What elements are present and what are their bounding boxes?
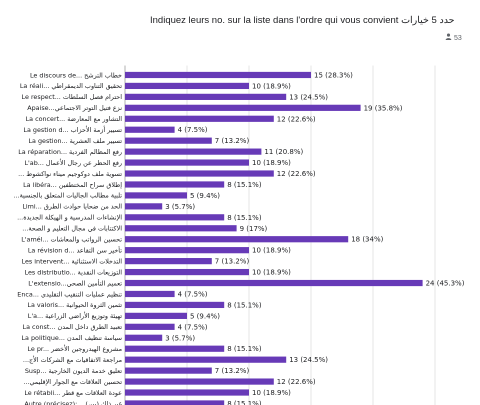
category-label: Les distributio... التوزيعات النقدية [25,268,123,276]
value-label: 8 (15.1%) [227,345,262,353]
bar [125,290,175,298]
category-label: La gestion d... تسيير أزمة الأحزاب [23,125,122,134]
category-label: Autre (précisez): ...غير ذلك (بين) [24,400,122,405]
value-label: 8 (15.1%) [227,301,262,309]
question-title: Indiquez leurs no. sur la liste dans l'o… [150,15,455,26]
category-label: L'a... تهيئة وتوزيع الأراضي الزراعية [28,311,122,320]
value-label: 13 (24.5%) [289,356,328,364]
value-label: 3 (5.7%) [165,334,195,342]
bar [125,378,274,385]
value-label: 12 (22.6%) [277,170,316,178]
value-label: 4 (7.5%) [178,290,208,298]
value-label: 9 (17%) [240,225,268,233]
person-icon [445,33,452,42]
value-label: 10 (18.9%) [252,269,291,277]
bar [125,367,212,374]
bar [125,247,249,254]
bar [125,389,249,396]
bar [125,137,212,144]
bar [125,400,225,405]
value-label: 10 (18.9%) [252,82,291,90]
value-label: 10 (18.9%) [252,389,291,397]
bar [125,214,225,221]
bar [125,82,249,90]
value-label: 19 (35.8%) [364,104,403,112]
bar [125,159,249,166]
value-label: 8 (15.1%) [227,400,262,405]
bar [125,115,274,122]
category-label: ...تلبية مطالب الجاليات المتعلق بالجنسية [13,192,122,200]
category-label: ...مراجعة الاتفاقيات مع الشركات الأج [23,355,122,364]
category-label: ...الاكتتابات في مجال التعليم و الصحة [22,225,122,233]
category-label: ... تسوية ملف دوكوجيم ميناء نواكشوط [18,170,122,178]
category-label: La const... تعبيد الطرق داخل المدن [23,323,123,331]
category-label: Le pr... مشروع الهيدروجين الأخضر [27,344,122,353]
bar [125,93,287,100]
value-label: 11 (20.8%) [264,148,303,156]
category-label: Susp... تعليق خدمة الديون الخارجية [25,367,122,375]
value-label: 24 (45.3%) [426,280,465,288]
category-label: La gestion... تسيير ملف العشرية [28,137,122,145]
category-label: ...تحسين العلاقات مع الجوار الإقليمي [23,378,122,386]
value-label: 8 (15.1%) [227,181,262,189]
bar [125,148,262,155]
bar [125,258,212,265]
category-label: L'extensio...تعميم التأمين الصحي [28,278,122,287]
category-label: La valoris... تثمين الثروة الحيوانية [27,301,122,309]
value-label: 15 (28.3%) [314,71,353,79]
value-label: 4 (7.5%) [178,323,208,331]
bar [125,279,423,287]
category-label: Le rétabli... عودة العلاقات مع قطر [24,389,122,397]
category-label: La concert... التشاور مع المعارضة [26,115,123,123]
bar [125,323,175,330]
category-label: ...الإنشاءات المدرسية و الهيكلة الجديدة [17,214,122,222]
value-label: 12 (22.6%) [277,378,316,386]
bar [125,192,187,199]
response-count: 53 [445,33,462,42]
value-label: 18 (34%) [351,236,383,244]
category-label: Limi... الحد من ضحايا حوادث الطرق [22,203,122,211]
category-label: La politique... سياسة تنظيف المدن [21,334,122,342]
bar [125,181,225,188]
bar [125,126,175,133]
category-label: La réparation... رفع المظالم الفردية [18,148,122,156]
value-label: 10 (18.9%) [252,247,291,255]
value-label: 8 (15.1%) [227,214,262,222]
category-label: Les intervent... التدخلات الاستثنائية [22,257,123,265]
bar [125,334,163,341]
category-label: Apaise...نزع فتيل التوتر الاجتماعي [27,104,122,112]
bar [125,225,237,232]
bar [125,312,187,319]
value-label: 7 (13.2%) [215,137,250,145]
bar [125,356,287,363]
value-label: 7 (13.2%) [215,367,250,375]
bar [125,301,225,309]
value-label: 4 (7.5%) [178,126,208,134]
bar [125,268,249,276]
value-label: 12 (22.6%) [277,115,316,123]
category-label: L'amél... تحسين الرواتب والمعاشات [21,236,122,244]
bar [125,71,311,79]
category-label: La révision d... تأخير سن التقاعد [28,245,122,254]
value-label: 7 (13.2%) [215,258,250,266]
category-label: La libéra... إطلاق سراح المختطفين [23,181,122,189]
value-label: 5 (9.4%) [190,312,220,320]
category-label: Enca... تنظيم عمليات التنقيب التقليدي [17,290,122,298]
response-count-value: 53 [454,35,462,42]
bar [125,203,163,210]
category-label: Le discours de... خطاب الترشح [30,71,122,79]
category-label: La réali... تحقيق التناوب الديمقراطي [20,82,122,90]
bar [125,236,349,243]
category-label: L'ab... رفع الحظر عن رجال الأعمال [24,158,122,167]
category-label: Le respect... احترام فصل السلطات [22,93,123,101]
bar [125,345,225,352]
value-label: 13 (24.5%) [289,93,328,101]
value-label: 10 (18.9%) [252,159,291,167]
value-label: 3 (5.7%) [165,203,195,211]
bar [125,170,274,177]
value-label: 5 (9.4%) [190,192,220,200]
bar [125,104,361,111]
